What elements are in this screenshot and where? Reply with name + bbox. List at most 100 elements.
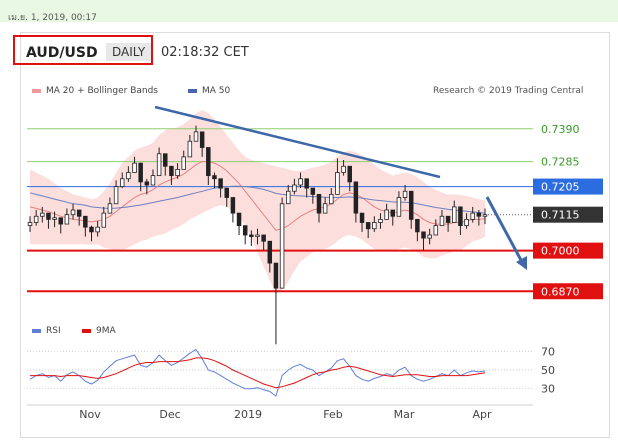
candle-body (415, 218, 420, 233)
candle-body (402, 190, 408, 198)
candle-body (126, 172, 131, 180)
timestamp: เม.ย. 1, 2019, 00:17 (8, 13, 97, 23)
candle-body (169, 165, 174, 177)
legend-rsi: RSI (32, 326, 61, 336)
candle-body (132, 162, 137, 173)
candle-body (445, 215, 451, 223)
top-status-bar: เม.ย. 1, 2019, 00:17 (0, 0, 618, 23)
rsi-tick-label-50: 50 (541, 364, 555, 377)
price-level-label-0.7285: 0.7285 (541, 156, 580, 169)
candle-body (464, 218, 469, 227)
candle-body (206, 147, 211, 177)
candle-body (181, 156, 186, 170)
candle-body (40, 212, 45, 217)
candle-body (304, 178, 309, 189)
period-badge[interactable]: DAILY (106, 43, 152, 61)
candle-body (83, 215, 88, 228)
legend-ma50-label: MA 50 (202, 86, 231, 96)
candle-body (390, 209, 396, 217)
rsi-swatch (32, 328, 41, 333)
candle-body (347, 165, 352, 183)
candle-body (322, 203, 328, 214)
legend-ma50: MA 50 (188, 86, 230, 96)
legend-9ma: 9MA (82, 326, 116, 336)
candle-body (292, 184, 297, 192)
symbol-label: AUD/USD (26, 45, 98, 61)
x-tick-label-Apr: Apr (472, 408, 492, 421)
bollinger-band-fill (30, 110, 485, 295)
price-level-label-0.7205: 0.7205 (541, 181, 580, 194)
x-tick-label-Nov: Nov (79, 408, 101, 421)
bollinger-swatch (32, 88, 41, 93)
price-level-label-0.7390: 0.7390 (541, 123, 580, 136)
candle-body (261, 234, 266, 242)
candle-body (224, 187, 230, 198)
price-level-label-bg-0.7205 (533, 178, 603, 195)
rsi-tick-label-30: 30 (541, 383, 555, 396)
x-tick-label-Dec: Dec (159, 408, 180, 421)
candle-body (144, 181, 150, 186)
descending-trendline (154, 105, 441, 179)
candle-body (384, 209, 389, 220)
x-tick-label-2019: 2019 (234, 408, 262, 421)
ma50-swatch (188, 88, 197, 93)
legend-9ma-label: 9MA (96, 326, 116, 336)
candle-body (107, 203, 113, 214)
candle-body (156, 153, 162, 177)
candle-body (33, 215, 39, 223)
candle-body (175, 168, 180, 177)
candle-body (421, 231, 426, 239)
candle-body (476, 212, 482, 217)
candle-body (378, 218, 383, 223)
forecast-arrow-head (516, 256, 527, 270)
candle-body (199, 131, 205, 148)
candle-body (267, 240, 273, 264)
candle-body (353, 181, 359, 214)
candle-body (439, 215, 445, 227)
candle-body (113, 186, 119, 205)
candle-body (242, 225, 248, 236)
price-level-label-0.6870: 0.6870 (541, 285, 580, 298)
candle-body (285, 190, 291, 205)
candle-body (70, 209, 76, 216)
candle-body (316, 193, 322, 214)
legend-bollinger-label: MA 20 + Bollinger Bands (46, 86, 158, 96)
candle-body (52, 217, 57, 220)
candle-body (212, 175, 217, 180)
candle-body (163, 153, 168, 167)
candle-body (27, 222, 33, 227)
candle-body (433, 225, 439, 236)
candle-body (249, 234, 254, 237)
server-time: 02:18:32 CET (161, 45, 249, 60)
candle-body (255, 234, 260, 237)
copyright: Research © 2019 Trading Central (433, 86, 584, 96)
candle-body (396, 197, 402, 217)
forecast-arrow-shaft (485, 196, 524, 263)
candle-body (101, 212, 107, 228)
rsi-ma-swatch (82, 328, 91, 333)
candle-body (150, 175, 156, 186)
candle-body (372, 222, 377, 230)
candle-body (452, 206, 457, 223)
rsi-ma-line (30, 357, 486, 389)
x-tick-label-Mar: Mar (394, 408, 415, 421)
candle-body (187, 140, 193, 158)
rsi-line (29, 348, 486, 397)
rsi-tick-label-70: 70 (541, 345, 555, 358)
legend-bollinger: MA 20 + Bollinger Bands (32, 86, 158, 96)
candle-body (341, 165, 346, 173)
candle-body (408, 190, 414, 220)
candle-body (58, 217, 63, 225)
candle-body (273, 262, 279, 289)
candle-body (89, 226, 94, 233)
candle-body (458, 206, 463, 227)
candle-body (482, 214, 488, 217)
legend-rsi-label: RSI (46, 326, 61, 336)
candle-body (138, 162, 143, 183)
candle-body (236, 212, 242, 227)
candle-body (470, 212, 475, 220)
candle-body (310, 187, 316, 195)
x-tick-label-Feb: Feb (323, 408, 342, 421)
candle-body (193, 131, 199, 142)
candle-body (230, 197, 236, 214)
